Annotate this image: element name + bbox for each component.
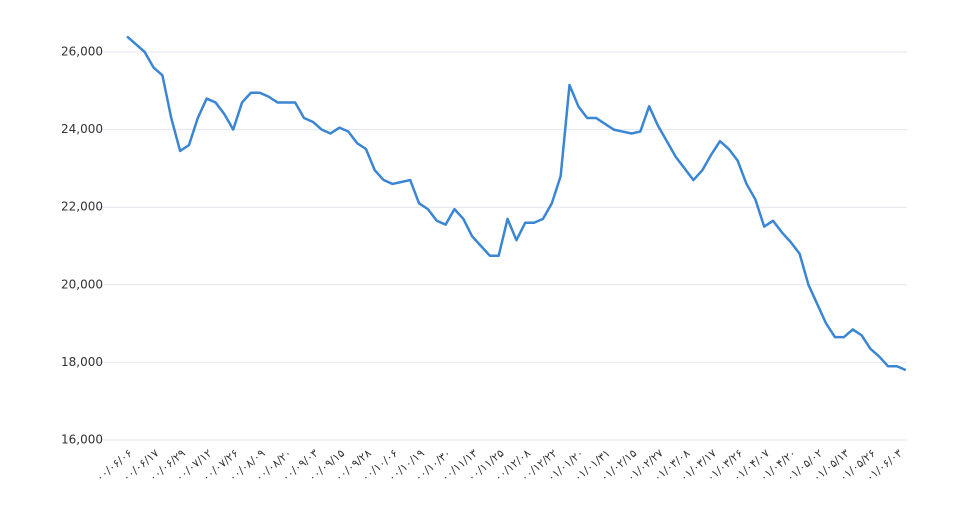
y-tick-label: 26,000 <box>61 45 103 59</box>
y-tick-label: 22,000 <box>61 200 103 214</box>
y-tick-label: 16,000 <box>61 433 103 447</box>
y-tick-label: 20,000 <box>61 277 103 291</box>
y-tick-label: 18,000 <box>61 355 103 369</box>
y-tick-label: 24,000 <box>61 122 103 136</box>
line <box>126 35 907 372</box>
